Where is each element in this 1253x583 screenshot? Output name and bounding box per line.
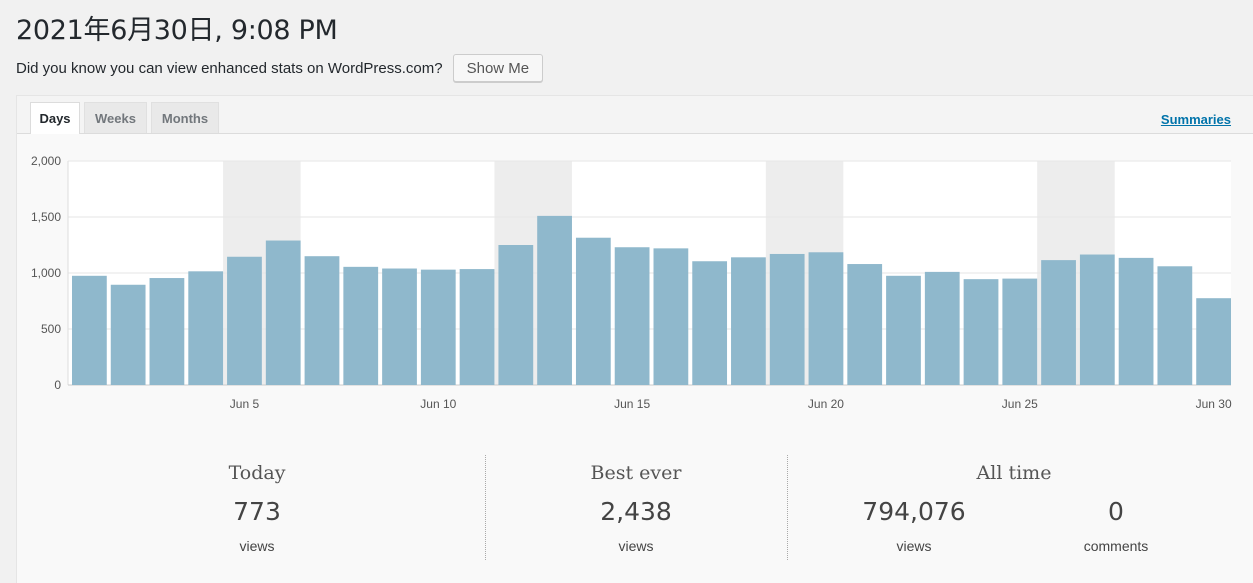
bar[interactable] bbox=[924, 271, 960, 385]
bar[interactable] bbox=[110, 284, 146, 385]
bar[interactable] bbox=[653, 248, 689, 385]
bar[interactable] bbox=[1002, 278, 1038, 385]
bar[interactable] bbox=[188, 271, 224, 385]
bar[interactable] bbox=[227, 256, 262, 385]
tab-days[interactable]: Days bbox=[30, 102, 80, 134]
tab-weeks[interactable]: Weeks bbox=[84, 102, 147, 133]
bar[interactable] bbox=[1196, 298, 1231, 385]
y-tick-label: 1,000 bbox=[31, 266, 61, 280]
bar[interactable] bbox=[575, 237, 611, 385]
bar[interactable] bbox=[265, 240, 301, 385]
show-me-button[interactable]: Show Me bbox=[452, 54, 544, 82]
summaries-link[interactable]: Summaries bbox=[1160, 112, 1231, 127]
bar[interactable] bbox=[769, 253, 805, 385]
notice-text: Did you know you can view enhanced stats… bbox=[16, 59, 443, 77]
y-tick-label: 500 bbox=[41, 322, 61, 336]
bar[interactable] bbox=[498, 245, 534, 385]
x-tick-label: Jun 25 bbox=[1002, 397, 1038, 411]
bar[interactable] bbox=[1118, 257, 1154, 385]
page-title: 2021年6月30日, 9:08 PM bbox=[16, 15, 338, 46]
bar[interactable] bbox=[963, 279, 999, 385]
bar[interactable] bbox=[1041, 260, 1076, 385]
y-tick-label: 2,000 bbox=[31, 154, 61, 168]
bar[interactable] bbox=[886, 275, 921, 385]
x-axis: Jun 5 Jun 10 Jun 15 Jun 20 Jun 25 Jun 30 bbox=[230, 397, 1232, 411]
period-tabs: Days Weeks Months Summaries bbox=[17, 96, 1253, 134]
bar[interactable] bbox=[731, 257, 766, 385]
x-tick-label: Jun 20 bbox=[808, 397, 844, 411]
bar[interactable] bbox=[614, 247, 650, 385]
bar[interactable] bbox=[1079, 254, 1115, 385]
chart-bars bbox=[72, 215, 1231, 385]
bar[interactable] bbox=[1157, 266, 1193, 385]
bar[interactable] bbox=[382, 268, 417, 385]
y-axis: 0 500 1,000 1,500 2,000 bbox=[31, 154, 61, 392]
bar[interactable] bbox=[847, 264, 883, 385]
bar[interactable] bbox=[537, 215, 572, 385]
bar[interactable] bbox=[808, 252, 844, 385]
x-tick-label: Jun 10 bbox=[420, 397, 456, 411]
bar[interactable] bbox=[343, 266, 379, 385]
bar[interactable] bbox=[420, 269, 456, 385]
bar[interactable] bbox=[692, 261, 728, 385]
x-tick-label: Jun 30 bbox=[1196, 397, 1232, 411]
bar[interactable] bbox=[149, 278, 185, 385]
bar[interactable] bbox=[304, 256, 340, 385]
x-tick-label: Jun 5 bbox=[230, 397, 260, 411]
y-tick-label: 0 bbox=[54, 378, 61, 392]
x-tick-label: Jun 15 bbox=[614, 397, 650, 411]
y-tick-label: 1,500 bbox=[31, 210, 61, 224]
enhanced-stats-notice: Did you know you can view enhanced stats… bbox=[16, 54, 544, 82]
bar[interactable] bbox=[72, 275, 107, 385]
tab-months[interactable]: Months bbox=[151, 102, 219, 133]
bar[interactable] bbox=[459, 269, 495, 385]
